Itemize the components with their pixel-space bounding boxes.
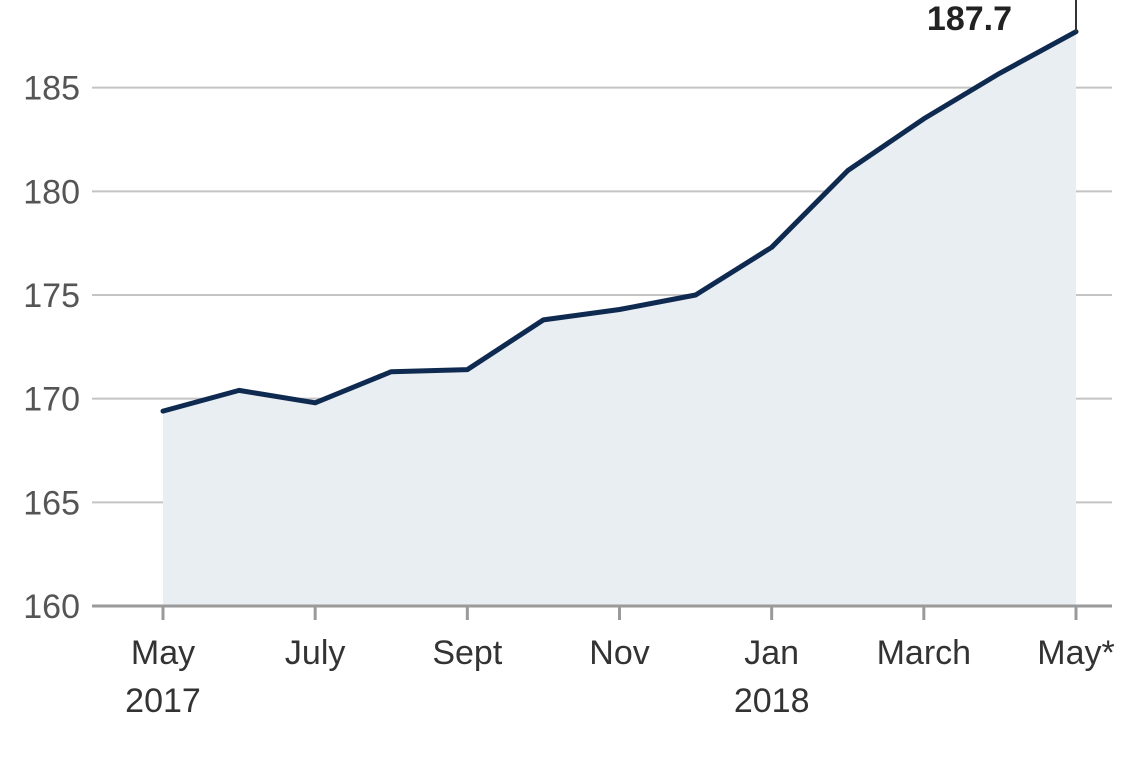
y-tick-label-185: 185 [23, 70, 80, 108]
y-tick-label-190: 190 [23, 0, 80, 4]
x-tick-label-12: May* [1037, 634, 1114, 672]
series-line [160, 29, 1079, 414]
y-tick-label-175: 175 [23, 277, 80, 315]
y-tick-label-165: 165 [23, 484, 80, 522]
y-tick-label-160: 160 [23, 588, 80, 626]
x-tick-label-2: July [285, 634, 345, 672]
y-tick-labels: 160 165 170 175 180 185 190 [23, 0, 80, 626]
x-tick-label-4: Sept [432, 634, 502, 672]
x-tick-label-0: May 2017 [125, 634, 201, 720]
y-tick-label-170: 170 [23, 381, 80, 419]
x-tick-label-6: Nov [589, 634, 649, 672]
x-tick-label-10: March [877, 634, 971, 672]
series-area-fill [163, 31, 1076, 607]
y-tick-label-180: 180 [23, 173, 80, 211]
data-label-12: 187.7 [927, 0, 1012, 38]
area-fill-layer [163, 31, 1076, 607]
x-axis [92, 604, 1112, 620]
x-tick-label-8: Jan 2018 [734, 634, 810, 720]
x-tick-labels: May 2017 July Sept Nov Jan 2018 March May* [125, 634, 1115, 720]
data-labels: 187.7 [927, 0, 1077, 38]
series-line-layer [160, 29, 1079, 414]
